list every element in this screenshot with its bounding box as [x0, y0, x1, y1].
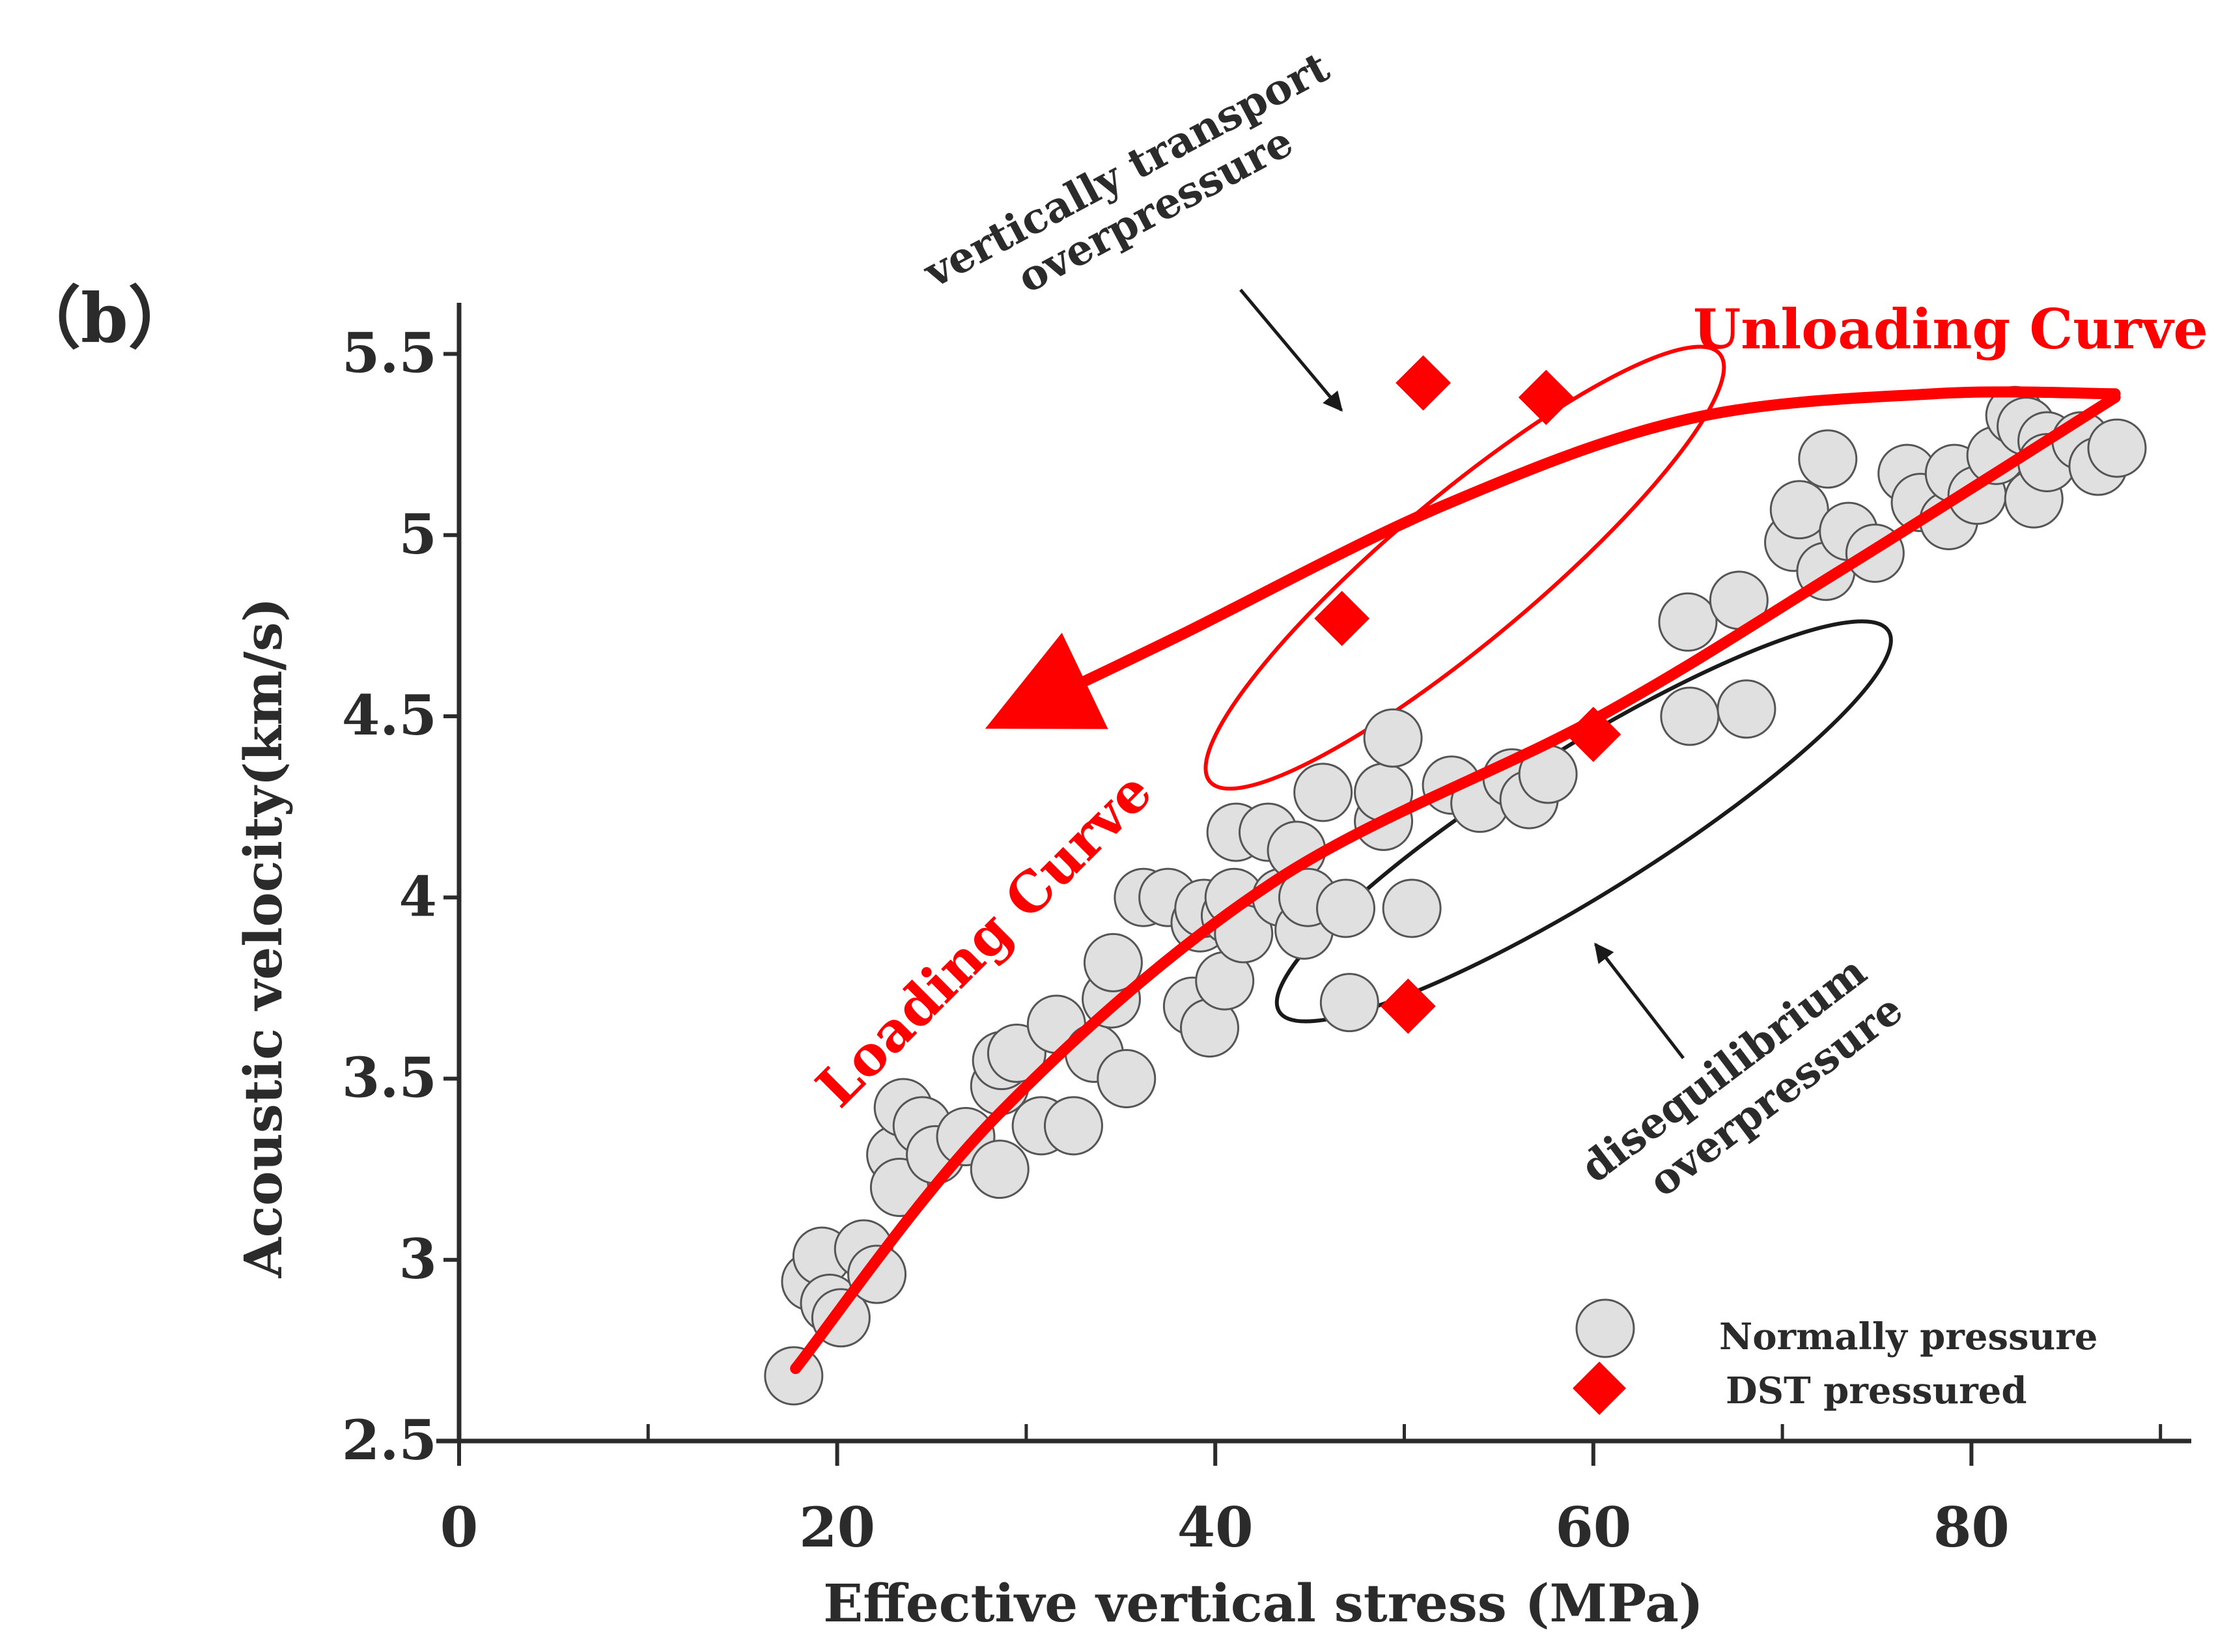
annotation-arrows: [1239, 288, 1685, 1059]
curves: [790, 386, 2121, 1375]
axes: [436, 303, 2191, 1444]
y-tick-label: 5: [399, 502, 437, 567]
legend-label-normal: Normally pressure: [1719, 1315, 2098, 1358]
y-axis-title: Acoustic velocity(km/s): [232, 598, 294, 1279]
normal-pressure-point: [1717, 679, 1776, 739]
x-tick-label: 20: [799, 1495, 875, 1560]
y-tick-label: 4: [399, 864, 437, 929]
legend-label-dst: DST pressured: [1726, 1369, 2027, 1412]
vertically-transport-annotation: vertically transport overpressure: [915, 42, 1337, 303]
y-tick-label: 3.5: [342, 1046, 437, 1110]
x-tick-label: 40: [1177, 1495, 1254, 1560]
y-tick-label: 4.5: [342, 683, 437, 748]
normal-pressure-points: [764, 385, 2147, 1406]
dst-pressure-point: [1518, 369, 1574, 425]
legend-diamond-marker: [1572, 1361, 1627, 1416]
y-tick-label: 5.5: [342, 321, 437, 385]
legend-circle-marker: [1575, 1298, 1635, 1358]
normal-pressure-point: [1293, 763, 1353, 822]
highlight-ellipse: [1203, 344, 1726, 791]
normal-pressure-point: [1769, 480, 1829, 540]
normal-pressure-point: [1097, 1049, 1157, 1108]
normal-pressure-point: [2087, 418, 2147, 478]
x-tick-label: 0: [440, 1495, 478, 1560]
loading-curve: [790, 391, 2121, 1375]
normal-pressure-point: [1319, 973, 1379, 1033]
unloading-arrowhead: [985, 632, 1108, 729]
normal-pressure-point: [1382, 878, 1442, 938]
normal-pressure-point: [1083, 932, 1143, 992]
normal-pressure-point: [1043, 1096, 1103, 1156]
vertically-transport-arrow: [1239, 288, 1343, 412]
unloading-curve: [1020, 386, 2121, 715]
panel-label: （b）: [13, 278, 196, 358]
y-tick-label: 3: [399, 1227, 437, 1291]
disequilibrium-arrow: [1594, 942, 1685, 1059]
x-tick-label: 80: [1933, 1495, 2010, 1560]
normal-pressure-point: [764, 1346, 824, 1406]
normal-pressure-point: [1660, 686, 1720, 746]
normal-pressure-point: [847, 1244, 907, 1304]
x-axis-title: Effective vertical stress (MPa): [823, 1573, 1704, 1634]
dst-pressure-point: [1396, 355, 1451, 411]
normal-pressure-point: [970, 1140, 1030, 1199]
x-tick-label: 60: [1555, 1495, 1631, 1560]
legend: Normally pressure DST pressured: [1572, 1298, 2098, 1416]
unloading-curve-label: Unloading Curve: [1693, 297, 2208, 361]
normal-pressure-point: [1798, 429, 1858, 489]
dst-pressure-point: [1565, 707, 1621, 763]
normal-pressure-point: [1658, 592, 1718, 652]
normal-pressure-point: [1316, 878, 1376, 938]
dst-points: [1314, 355, 1621, 1034]
ticks: 2.5 3 3.5 4 4.5 5 5.5 0 20 40 60 80: [342, 321, 2163, 1560]
dst-pressure-point: [1380, 978, 1436, 1034]
normal-pressure-point: [1363, 708, 1423, 768]
disequilibrium-annotation: disequilibrium overpressure: [1572, 947, 1912, 1207]
y-tick-label: 2.5: [342, 1408, 437, 1472]
